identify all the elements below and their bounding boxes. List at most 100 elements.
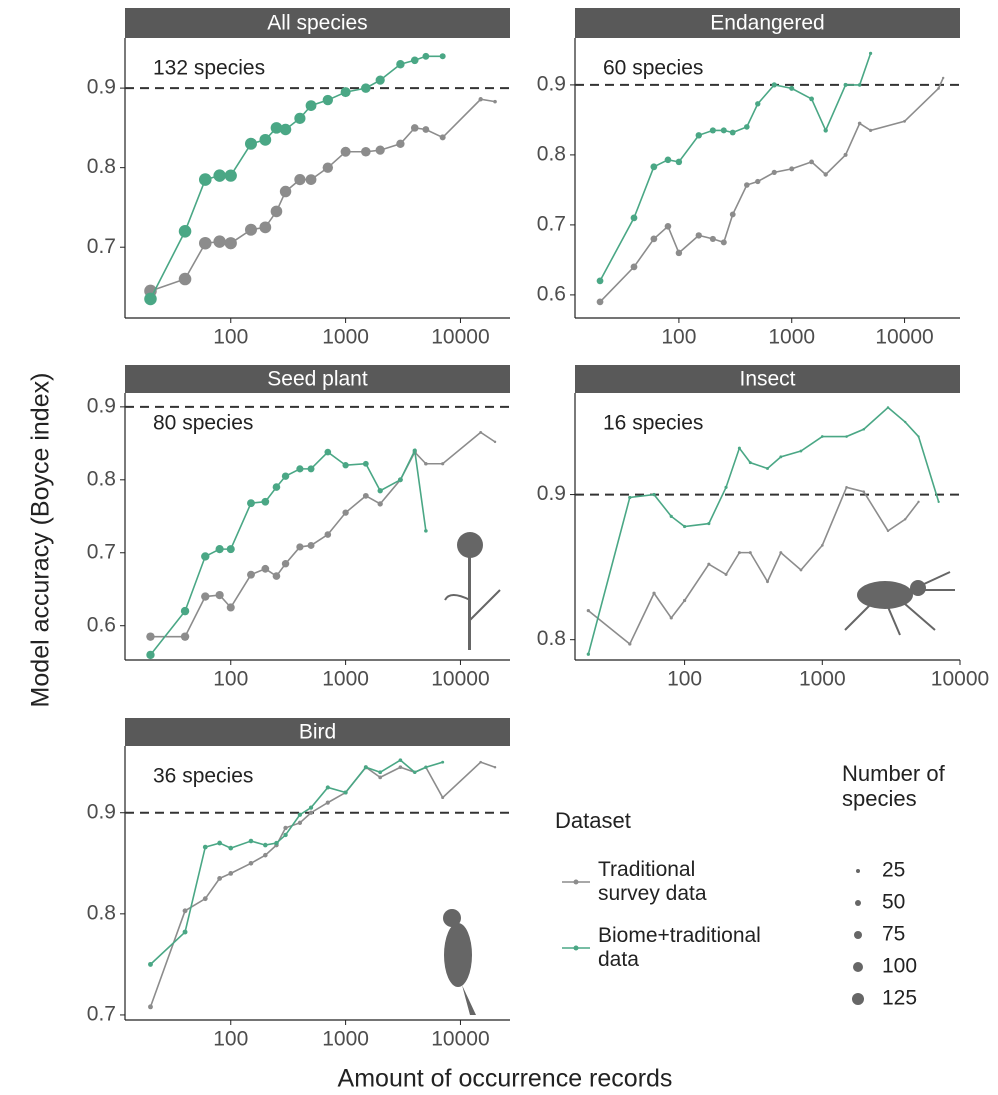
panel-annotation: 60 species (603, 57, 703, 80)
data-point (664, 222, 672, 230)
data-point (378, 775, 383, 780)
size-legend-label: 50 (882, 891, 905, 914)
data-point (862, 427, 866, 431)
data-point (937, 500, 940, 503)
data-point (247, 570, 255, 579)
data-point (148, 1004, 153, 1010)
data-point (823, 128, 828, 133)
data-point (297, 812, 303, 817)
data-point (630, 214, 638, 222)
series-line (599, 53, 872, 282)
data-point (650, 163, 658, 171)
y-tick-label: 0.9 (537, 72, 566, 95)
data-point (412, 448, 417, 453)
panel-strip (125, 365, 510, 393)
data-point (340, 146, 351, 157)
data-point (789, 166, 795, 172)
y-tick-label: 0.6 (87, 613, 116, 636)
data-point (217, 840, 223, 846)
data-point (903, 119, 906, 123)
data-point (308, 805, 314, 810)
data-point (823, 172, 828, 177)
data-point (201, 592, 210, 601)
data-point (342, 462, 349, 469)
data-point (857, 121, 862, 126)
size-legend-point (852, 993, 864, 1005)
data-point (862, 490, 866, 493)
data-point (308, 810, 314, 815)
data-point (724, 485, 728, 489)
data-point (439, 53, 446, 60)
data-point (307, 465, 315, 473)
legend-label: Biome+traditional data (598, 924, 767, 971)
data-point (424, 529, 428, 533)
data-point (305, 174, 317, 185)
panel-strip (575, 8, 960, 38)
data-point (363, 765, 368, 770)
data-point (493, 765, 497, 769)
data-point (202, 896, 208, 902)
data-point (695, 132, 702, 139)
y-tick-label: 0.7 (87, 235, 116, 258)
data-point (789, 85, 795, 91)
panel-annotation: 132 species (153, 57, 265, 80)
panel-title: All species (267, 12, 367, 35)
data-point (441, 462, 445, 466)
data-point (396, 60, 405, 69)
data-point (198, 173, 212, 186)
data-point (755, 178, 761, 185)
data-point (628, 642, 632, 646)
data-point (737, 551, 741, 555)
data-point (664, 156, 672, 164)
y-tick-label: 0.9 (87, 76, 116, 99)
data-point (361, 83, 371, 93)
data-point (707, 562, 711, 566)
data-point (941, 76, 945, 80)
x-tick-label: 1000 (768, 326, 815, 349)
x-tick-label: 10000 (875, 326, 933, 349)
plant-icon (444, 532, 501, 650)
data-point (886, 529, 890, 533)
data-point (259, 221, 272, 234)
data-point (709, 235, 716, 242)
data-point (224, 237, 237, 250)
series-line (149, 759, 443, 965)
panel-title: Seed plant (267, 368, 368, 391)
data-point (182, 929, 188, 935)
data-point (263, 852, 268, 858)
data-point (652, 492, 656, 497)
data-point (650, 235, 658, 243)
legend-title: Dataset (555, 808, 631, 833)
beetle-icon (844, 571, 955, 636)
data-point (493, 99, 497, 104)
x-tick-label: 1000 (322, 1028, 369, 1051)
data-point (809, 96, 814, 102)
data-point (441, 760, 445, 764)
data-point (263, 842, 268, 848)
data-point (224, 169, 237, 182)
data-point (201, 552, 210, 561)
data-point (755, 101, 761, 107)
data-point (479, 760, 483, 764)
data-point (324, 531, 332, 538)
data-point (248, 860, 254, 866)
y-tick-label: 0.8 (87, 467, 116, 490)
data-point (226, 603, 235, 612)
data-point (799, 568, 803, 572)
data-point (682, 598, 687, 603)
data-point (180, 632, 190, 641)
y-tick-label: 0.9 (87, 800, 116, 823)
data-point (378, 770, 383, 775)
data-point (771, 169, 777, 175)
data-point (248, 838, 254, 844)
y-tick-label: 0.7 (87, 1002, 116, 1025)
data-point (261, 497, 270, 506)
data-point (820, 435, 824, 438)
data-point (294, 173, 306, 186)
size-legend-title: Number of species (842, 761, 951, 811)
x-tick-label: 1000 (322, 668, 369, 691)
data-point (669, 616, 673, 620)
series-line (149, 761, 496, 1008)
size-legend-point (853, 962, 863, 972)
